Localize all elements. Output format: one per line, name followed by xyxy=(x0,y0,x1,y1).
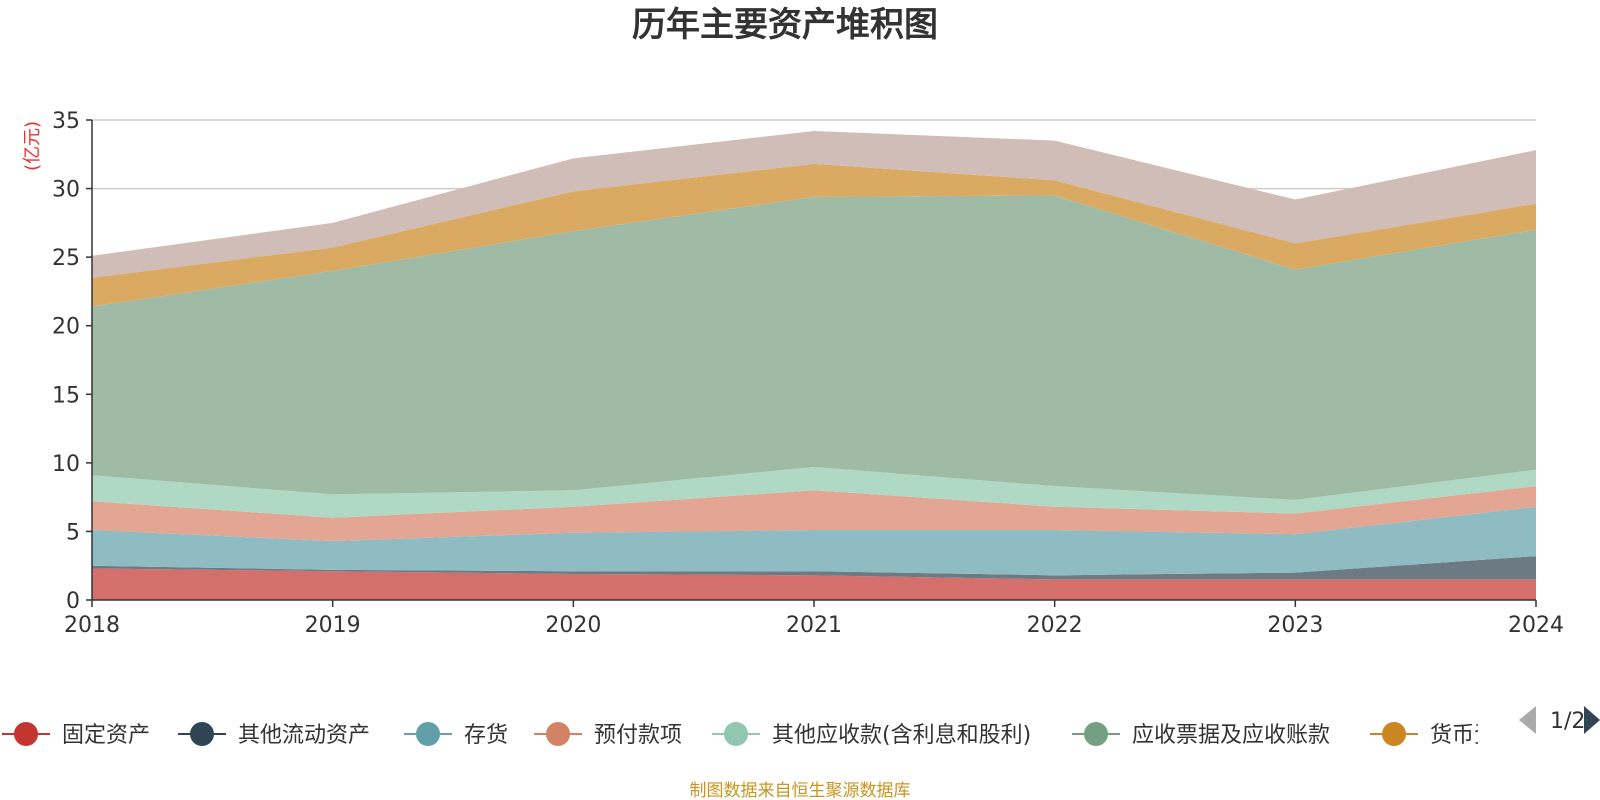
axes: 0 5 10 15 20 25 30 35 2018 2019 2020 2021 2022 2023 20… xyxy=(52,109,1564,638)
y-tick-label: 35 xyxy=(52,109,80,134)
y-tick-label: 10 xyxy=(52,452,80,477)
area-series xyxy=(92,130,1536,600)
legend-label: 货币资金 xyxy=(1430,723,1518,748)
area-series-2 xyxy=(92,556,1536,580)
chart-title: 历年主要资产堆积图 xyxy=(632,5,938,45)
x-tick-label: 2022 xyxy=(1027,613,1083,638)
x-tick-label: 2021 xyxy=(786,613,842,638)
legend-label: 其他应收款(含利息和股利) xyxy=(772,723,1031,748)
legend-item[interactable]: 应收票据及应收账款 xyxy=(1072,722,1330,748)
area-series-8 xyxy=(92,130,1536,278)
area-series-5 xyxy=(92,466,1536,518)
next-page-icon[interactable] xyxy=(1584,706,1600,734)
legend-marker xyxy=(1382,722,1406,746)
area-series-7 xyxy=(92,163,1536,307)
legend-item[interactable]: 其他应收款(含利息和股利) xyxy=(712,722,1031,748)
legend-marker xyxy=(416,722,440,746)
legend-label: 应收票据及应收账款 xyxy=(1132,723,1330,748)
x-tick-label: 2019 xyxy=(305,613,361,638)
legend-item[interactable]: 货币资金 xyxy=(1370,722,1518,748)
y-axis-unit: (亿元) xyxy=(22,121,43,171)
legend-item[interactable]: 固定资产 xyxy=(2,722,150,748)
y-tick-label: 30 xyxy=(52,178,80,203)
legend-item[interactable]: 其他流动资产 xyxy=(178,722,370,748)
y-tick-label: 0 xyxy=(66,589,80,614)
legend-label: 预付款项 xyxy=(594,723,682,748)
x-tick-label: 2023 xyxy=(1267,613,1323,638)
legend-label: 固定资产 xyxy=(62,723,150,748)
legend-item[interactable]: 存货 xyxy=(404,722,508,748)
y-tick-label: 15 xyxy=(52,383,80,408)
area-series-1 xyxy=(92,568,1536,600)
prev-page-icon[interactable] xyxy=(1519,706,1536,734)
legend-item[interactable]: 预付款项 xyxy=(534,722,682,748)
x-tick-label: 2024 xyxy=(1508,613,1564,638)
legend: 固定资产 其他流动资产 存货 预付款项 其他应收款(含利息和股利) 应收票据及应收账款 货币… xyxy=(2,722,1518,748)
data-source-note: 制图数据来自恒生聚源数据库 xyxy=(690,781,911,800)
legend-pager: 1/2 xyxy=(1519,706,1600,734)
legend-marker xyxy=(1084,722,1108,746)
legend-marker xyxy=(724,722,748,746)
area-series-4 xyxy=(92,486,1536,542)
y-tick-label: 20 xyxy=(52,315,80,340)
legend-marker xyxy=(14,722,38,746)
area-series-3 xyxy=(92,506,1536,576)
area-series-6 xyxy=(92,195,1536,500)
y-tick-label: 25 xyxy=(52,246,80,271)
y-tick-label: 5 xyxy=(66,520,80,545)
page-indicator: 1/2 xyxy=(1550,709,1585,734)
legend-marker xyxy=(190,722,214,746)
legend-marker xyxy=(546,722,570,746)
x-tick-label: 2020 xyxy=(545,613,601,638)
x-tick-label: 2018 xyxy=(64,613,120,638)
legend-label: 存货 xyxy=(464,723,508,748)
legend-label: 其他流动资产 xyxy=(238,723,370,748)
